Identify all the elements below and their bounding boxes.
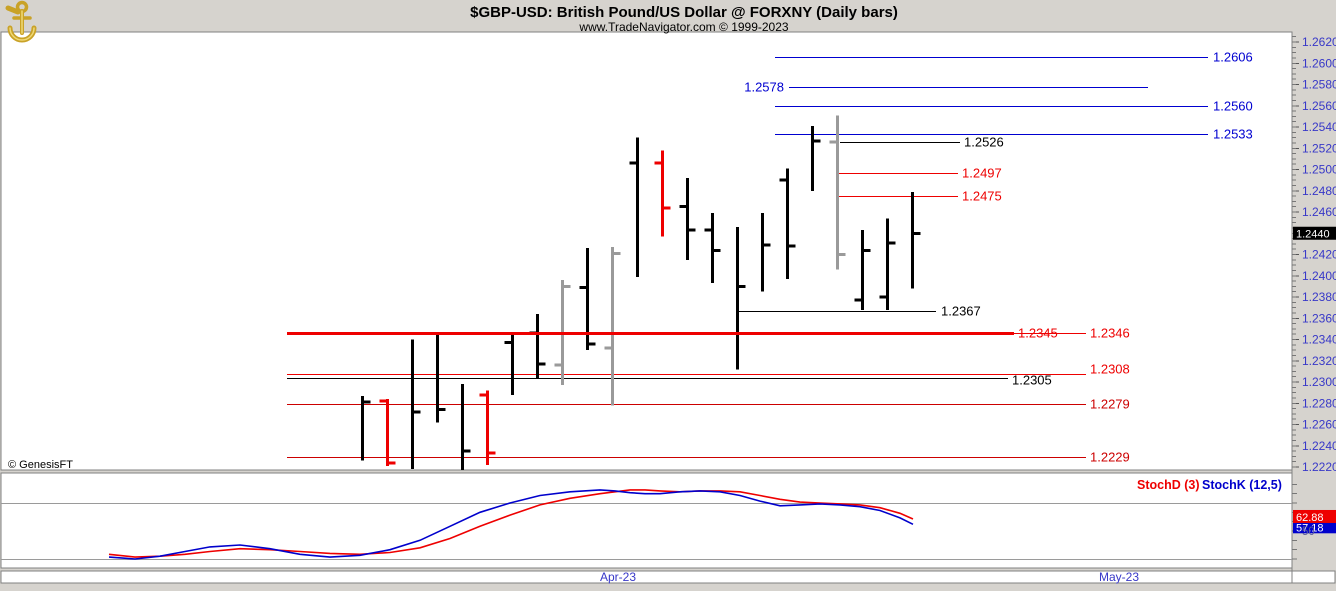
stoch-k-line bbox=[108, 489, 914, 560]
ohlc-bar bbox=[360, 395, 371, 461]
price-axis-label: 1.2260 bbox=[1302, 418, 1336, 432]
ohlc-bar bbox=[479, 390, 496, 465]
chart-title: $GBP-USD: British Pound/US Dollar @ FORX… bbox=[470, 4, 898, 21]
level-label: 1.2346 bbox=[1090, 326, 1130, 341]
stoch-k-value: 57.18 bbox=[1296, 522, 1324, 534]
x-axis-label-apr: Apr-23 bbox=[600, 570, 636, 584]
level-label: 1.2305 bbox=[1012, 373, 1052, 388]
ohlc-bar bbox=[829, 115, 846, 270]
price-axis-label: 1.2240 bbox=[1302, 439, 1336, 453]
support-resistance-lines bbox=[287, 57, 1208, 458]
ohlc-bar bbox=[760, 213, 771, 292]
genesis-watermark: © GenesisFT bbox=[8, 459, 73, 471]
level-label: 1.2533 bbox=[1213, 127, 1253, 142]
level-label: 1.2279 bbox=[1090, 397, 1130, 412]
ohlc-bar bbox=[504, 333, 515, 395]
chart-panels bbox=[0, 31, 1336, 584]
price-axis-label: 1.2280 bbox=[1302, 396, 1336, 410]
x-axis-label-may: May-23 bbox=[1099, 570, 1139, 584]
price-axis-label: 1.2480 bbox=[1302, 184, 1336, 198]
stoch-d-legend: StochD (3) bbox=[1137, 478, 1200, 492]
price-panel bbox=[0, 31, 1293, 471]
ohlc-bar bbox=[460, 384, 471, 471]
stochastic-panel bbox=[0, 472, 1293, 569]
genesis-logo-icon bbox=[5, 0, 37, 43]
current-price-value: 1.2440 bbox=[1296, 228, 1330, 240]
price-axis-label: 1.2300 bbox=[1302, 375, 1336, 389]
ohlc-bar bbox=[735, 226, 746, 370]
ohlc-bar bbox=[629, 137, 640, 277]
stoch-50-label: 50 bbox=[1302, 526, 1315, 538]
stoch-k-legend: StochK (12,5) bbox=[1202, 478, 1282, 492]
ohlc-bar bbox=[679, 178, 696, 260]
price-axis-label: 1.2220 bbox=[1302, 460, 1336, 474]
level-label: 1.2606 bbox=[1213, 50, 1253, 65]
level-label: 1.2497 bbox=[962, 166, 1002, 181]
price-axis-label: 1.2380 bbox=[1302, 290, 1336, 304]
date-axis-strip bbox=[0, 570, 1336, 584]
current-price-marker: 1.2440 bbox=[1293, 226, 1336, 240]
price-axis-label: 1.2340 bbox=[1302, 333, 1336, 347]
level-label: 1.2367 bbox=[941, 304, 981, 319]
ohlc-bar bbox=[779, 168, 796, 279]
ohlc-bar bbox=[379, 399, 396, 466]
price-axis-label: 1.2460 bbox=[1302, 205, 1336, 219]
ohlc-bar bbox=[810, 125, 821, 191]
price-axis-label: 1.2500 bbox=[1302, 163, 1336, 177]
stoch-d-line bbox=[108, 489, 914, 558]
price-axis-label: 1.2620 bbox=[1302, 35, 1336, 49]
price-axis-label: 1.2580 bbox=[1302, 78, 1336, 92]
stochastic-panel-content bbox=[1, 483, 1297, 560]
price-bars bbox=[360, 115, 921, 471]
ohlc-bar bbox=[654, 150, 671, 237]
level-label: 1.2345 bbox=[1018, 326, 1058, 341]
level-labels: 1.2606 1.2578 1.2560 1.2533 1.2526 1.2497 1.24… bbox=[744, 50, 1253, 465]
level-label: 1.2526 bbox=[964, 135, 1004, 150]
ohlc-bar bbox=[410, 339, 421, 470]
price-axis-label: 1.2540 bbox=[1302, 120, 1336, 134]
stoch-value-markers: 57.18 62.88 50 bbox=[1293, 509, 1336, 538]
price-axis-label: 1.2420 bbox=[1302, 248, 1336, 262]
price-axis-label: 1.2520 bbox=[1302, 141, 1336, 155]
price-axis-label: 1.2400 bbox=[1302, 269, 1336, 283]
level-label: 1.2560 bbox=[1213, 99, 1253, 114]
chart-subtitle: www.TradeNavigator.com © 1999-2023 bbox=[578, 20, 788, 34]
ohlc-bar bbox=[604, 247, 621, 406]
ohlc-bar bbox=[854, 230, 871, 310]
ohlc-bar bbox=[435, 333, 446, 423]
price-axis: 1.2620 1.2600 1.2580 1.2560 1.2540 1.2520 1.25… bbox=[1292, 35, 1336, 474]
level-label: 1.2578 bbox=[744, 80, 784, 95]
ohlc-bar bbox=[910, 191, 921, 289]
level-label: 1.2308 bbox=[1090, 362, 1130, 377]
ohlc-bar bbox=[704, 213, 721, 284]
price-axis-label: 1.2320 bbox=[1302, 354, 1336, 368]
level-label: 1.2229 bbox=[1090, 450, 1130, 465]
price-axis-label: 1.2360 bbox=[1302, 311, 1336, 325]
stoch-d-value: 62.88 bbox=[1296, 512, 1324, 524]
price-axis-label: 1.2600 bbox=[1302, 56, 1336, 70]
price-axis-label: 1.2560 bbox=[1302, 99, 1336, 113]
level-label: 1.2475 bbox=[962, 189, 1002, 204]
ohlc-bar bbox=[879, 218, 896, 310]
